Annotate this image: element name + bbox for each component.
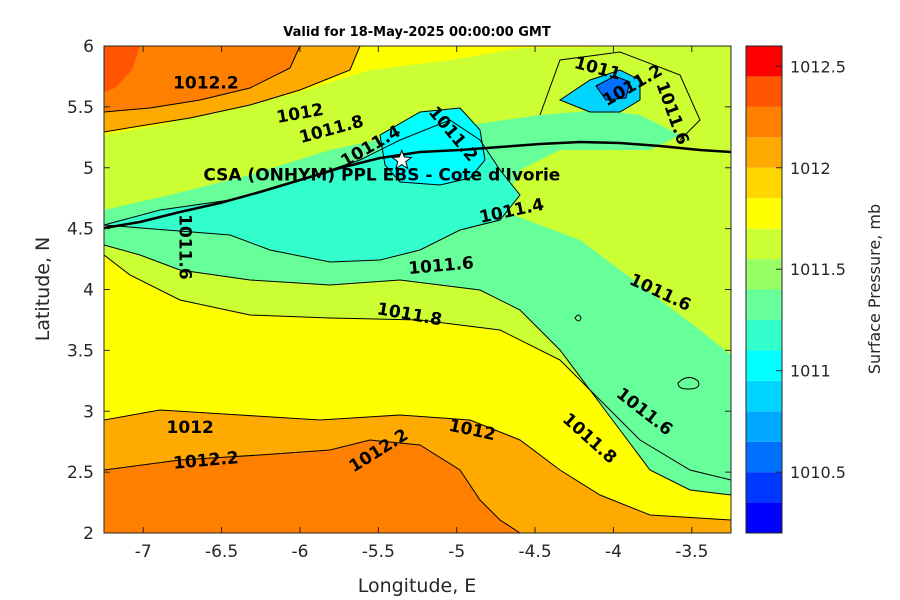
site-marker: CSA (ONHYM) PPL EBS - Cote d'Ivorie bbox=[203, 148, 560, 185]
y-tick-label: 5 bbox=[83, 159, 94, 179]
coastline bbox=[104, 140, 731, 230]
colorbar-tick-label: 1012 bbox=[790, 159, 831, 178]
y-tick-label: 3.5 bbox=[67, 341, 94, 361]
contour-label: 1011.6 bbox=[175, 214, 195, 280]
x-tick-label: -6.5 bbox=[205, 542, 238, 562]
colorbar-tick-label: 1011 bbox=[790, 362, 831, 381]
contour-label: 1012.2 bbox=[173, 74, 239, 94]
colorbar-swatch bbox=[746, 76, 782, 107]
colorbar-swatch bbox=[746, 198, 782, 229]
colorbar-tick-label: 1010.5 bbox=[790, 463, 846, 482]
y-axis-ticks: 2 2.5 3 3.5 4 4.5 5 5.5 6 bbox=[67, 37, 731, 544]
colorbar-swatch bbox=[746, 319, 782, 351]
colorbar-swatch bbox=[746, 46, 782, 77]
colorbar-swatch bbox=[746, 502, 782, 533]
site-label: CSA (ONHYM) PPL EBS - Cote d'Ivorie bbox=[203, 165, 560, 185]
x-tick-label: -5.5 bbox=[362, 542, 395, 562]
contour-band-1012-4-north bbox=[104, 46, 140, 92]
colorbar-tick-label: 1011.5 bbox=[790, 260, 846, 279]
colorbar-swatch bbox=[746, 167, 782, 199]
x-axis-ticks: -7 -6.5 -6 -5.5 -5 -4.5 -4 -3.5 bbox=[135, 46, 708, 562]
x-tick-label: -3.5 bbox=[675, 542, 708, 562]
colorbar: 1010.5 1011 1011.5 1012 1012.5 bbox=[745, 45, 846, 534]
colorbar-label: Surface Pressure, mb bbox=[865, 204, 884, 374]
x-tick-label: -4 bbox=[605, 542, 622, 562]
colorbar-swatch bbox=[746, 472, 782, 503]
y-tick-label: 2 bbox=[83, 524, 94, 544]
contour-label: 1012 bbox=[167, 418, 214, 438]
colorbar-swatch bbox=[746, 350, 782, 381]
x-axis-label: Longitude, E bbox=[358, 575, 477, 597]
x-tick-label: -4.5 bbox=[518, 542, 551, 562]
contour-band-1012-2-north bbox=[104, 46, 300, 112]
site-star-icon bbox=[390, 148, 413, 170]
colorbar-swatch bbox=[746, 137, 782, 168]
colorbar-tick-label: 1012.5 bbox=[790, 57, 846, 76]
colorbar-swatch bbox=[746, 106, 782, 138]
y-axis-label: Latitude, N bbox=[32, 237, 54, 342]
contour-band-1012-2-south bbox=[104, 440, 520, 533]
y-tick-label: 2.5 bbox=[67, 463, 94, 483]
x-tick-label: -5 bbox=[448, 542, 465, 562]
y-tick-label: 4.5 bbox=[67, 220, 94, 240]
x-tick-label: -6 bbox=[291, 542, 308, 562]
colorbar-swatch bbox=[746, 411, 782, 442]
y-tick-label: 4 bbox=[83, 281, 94, 301]
colorbar-swatch bbox=[746, 441, 782, 473]
colorbar-swatch bbox=[746, 228, 782, 260]
colorbar-swatch bbox=[746, 289, 782, 320]
colorbar-swatch bbox=[746, 380, 782, 412]
y-tick-label: 5.5 bbox=[67, 98, 94, 118]
colorbar-frame bbox=[745, 45, 783, 534]
y-tick-label: 6 bbox=[83, 37, 94, 57]
colorbar-swatch bbox=[746, 259, 782, 290]
x-tick-label: -7 bbox=[135, 542, 152, 562]
y-tick-label: 3 bbox=[83, 402, 94, 422]
chart-title: Valid for 18-May-2025 00:00:00 GMT bbox=[283, 25, 551, 40]
